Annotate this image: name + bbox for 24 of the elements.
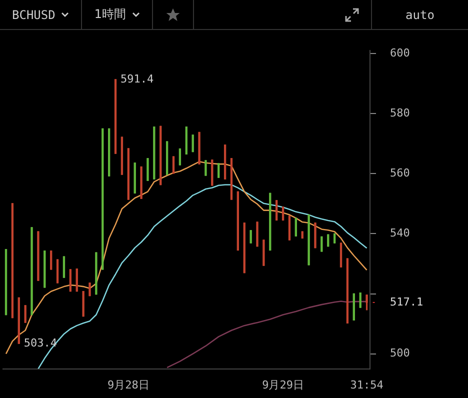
y-tick-label: 600 — [390, 46, 410, 60]
candlestick — [256, 222, 258, 247]
candlestick — [366, 294, 368, 310]
ref-line-label: 517.1 — [390, 295, 424, 308]
annotation: 591.4 — [120, 72, 154, 86]
candlestick — [204, 160, 207, 176]
y-tick-label: 580 — [390, 106, 410, 120]
candlestick — [314, 222, 316, 248]
x-tick-label: 9月29日 — [262, 378, 304, 392]
candlestick — [30, 227, 33, 316]
x-tick-label: 31:54 — [350, 378, 384, 392]
y-tick-label: 500 — [390, 346, 410, 360]
candlestick — [140, 166, 142, 199]
candlestick — [37, 231, 40, 281]
chart-title: BCHUSD — [12, 8, 56, 22]
candlestick — [88, 282, 91, 296]
chart-subtitle: 1時間 — [94, 6, 126, 23]
text: auto — [406, 8, 434, 22]
candlestick — [146, 158, 149, 181]
y-tick-label: 560 — [390, 166, 410, 180]
x-tick-label: 9月28日 — [107, 378, 150, 392]
annotation: 503.4 — [24, 336, 58, 350]
candlestick — [198, 132, 200, 164]
y-tick-label: 540 — [390, 226, 410, 240]
